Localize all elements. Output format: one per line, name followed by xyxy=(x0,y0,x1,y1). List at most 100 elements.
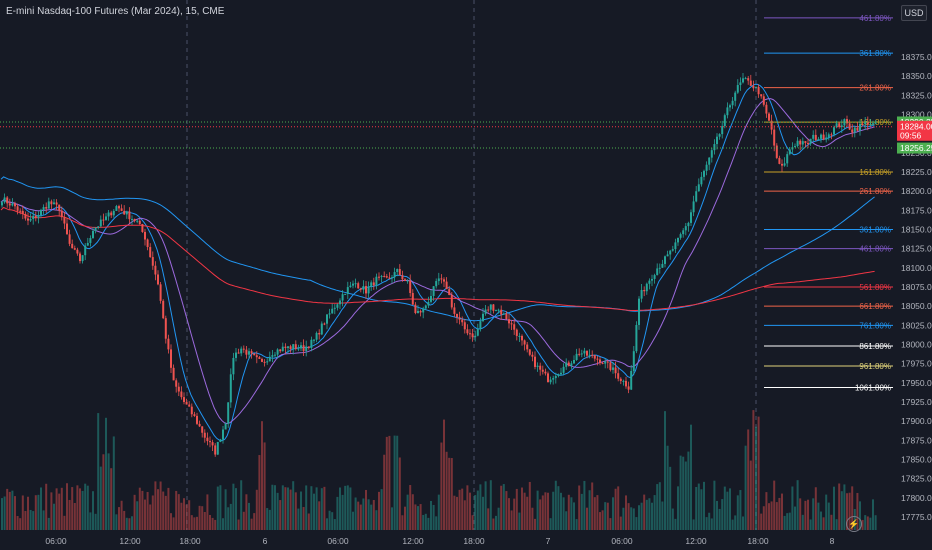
candle-body xyxy=(66,223,68,235)
candle-body xyxy=(175,380,178,387)
volume-bar xyxy=(352,511,354,530)
candle-body xyxy=(92,230,94,239)
volume-bar xyxy=(422,514,425,530)
volume-bar xyxy=(843,484,846,530)
candle-body xyxy=(531,354,534,357)
candle-body xyxy=(609,362,612,370)
volume-bar xyxy=(502,484,505,530)
volume-bar xyxy=(159,481,162,530)
candle-body xyxy=(224,423,227,430)
volume-bar xyxy=(755,426,757,530)
volume-bar xyxy=(331,512,334,530)
candle-body xyxy=(443,279,445,282)
candle-body xyxy=(677,237,679,243)
volume-bar xyxy=(479,484,482,530)
candle-body xyxy=(861,123,864,125)
candle-body xyxy=(492,304,495,311)
candle-body xyxy=(856,127,859,131)
candle-body xyxy=(528,349,531,355)
volume-bar xyxy=(164,495,167,530)
candle-body xyxy=(154,265,157,275)
candle-body xyxy=(552,378,555,380)
volume-bar xyxy=(669,466,672,530)
candle-body xyxy=(583,350,586,354)
candle-body xyxy=(604,361,607,364)
currency-button[interactable]: USD xyxy=(901,5,927,21)
volume-bar xyxy=(812,498,815,530)
candle-body xyxy=(760,94,763,97)
volume-bar xyxy=(365,489,367,530)
volume-bar xyxy=(128,518,131,530)
volume-bar xyxy=(34,495,37,530)
volume-bar xyxy=(414,504,417,530)
candle-body xyxy=(827,134,830,138)
lightning-icon[interactable]: ⚡ xyxy=(846,516,862,532)
volume-bar xyxy=(131,516,133,530)
candle-body xyxy=(705,164,708,171)
candle-body xyxy=(476,329,479,336)
candle-body xyxy=(242,348,245,350)
candle-body xyxy=(661,263,664,268)
candle-body xyxy=(81,255,84,262)
volume-bar xyxy=(734,515,737,530)
candle-body xyxy=(229,374,232,403)
volume-bar xyxy=(804,500,807,530)
time-axis[interactable]: 06:00 12:00 18:00 6 06:00 12:00 18:00 7 06:00 12:… xyxy=(45,536,834,546)
volume-bar xyxy=(94,513,97,530)
candle-body xyxy=(713,144,716,151)
volume-bar xyxy=(518,512,521,530)
time-tick-label: 8 xyxy=(830,536,835,546)
candle-body xyxy=(391,277,393,279)
candle-body xyxy=(8,203,11,206)
dotted-price-lines xyxy=(0,121,893,149)
volume-bar xyxy=(170,513,172,530)
candle-body xyxy=(757,86,760,95)
candle-body xyxy=(679,234,682,238)
price-axis[interactable]: 18375.0018350.0018325.0018300.0018275.00… xyxy=(895,0,932,550)
volume-bar xyxy=(245,494,248,530)
candle-body xyxy=(614,367,617,374)
volume-bar xyxy=(367,499,370,530)
candle-body xyxy=(627,386,630,390)
volume-bar xyxy=(632,508,635,530)
volume-bar xyxy=(552,491,555,530)
volume-bar xyxy=(240,480,243,530)
candle-body xyxy=(271,355,274,357)
fib-label: 261.80% xyxy=(859,84,891,93)
candle-body xyxy=(120,208,123,211)
candle-body xyxy=(414,304,417,314)
candle-body xyxy=(159,284,162,301)
volume-bar xyxy=(323,486,326,530)
volume-bar xyxy=(768,503,770,530)
candle-body xyxy=(658,267,661,269)
volume-bar xyxy=(370,504,373,530)
candle-body xyxy=(375,276,378,286)
price-axis-bg xyxy=(895,0,932,550)
candle-body xyxy=(804,141,807,143)
candle-body xyxy=(261,358,263,362)
volume-bar xyxy=(149,504,152,530)
volume-bar xyxy=(89,512,92,530)
candle-body xyxy=(840,125,843,127)
volume-bar xyxy=(203,511,206,530)
volume-bar xyxy=(284,487,287,530)
candle-body xyxy=(198,423,201,427)
candle-body xyxy=(302,345,305,351)
candle-body xyxy=(136,220,139,222)
volume-bar xyxy=(489,480,492,530)
volume-bar xyxy=(97,413,100,530)
volume-bar xyxy=(458,489,461,530)
volume-bar xyxy=(266,508,269,530)
volume-bar xyxy=(643,494,646,530)
volume-bar xyxy=(216,486,219,530)
volume-bar xyxy=(180,502,183,530)
candle-body xyxy=(383,275,386,277)
volume-bar xyxy=(185,504,188,530)
candle-body xyxy=(346,287,349,294)
volume-bar xyxy=(492,518,495,530)
candle-body xyxy=(640,289,643,299)
volume-bar xyxy=(214,519,217,530)
low-price-tag-bg xyxy=(897,142,932,154)
candle-body xyxy=(544,371,547,374)
